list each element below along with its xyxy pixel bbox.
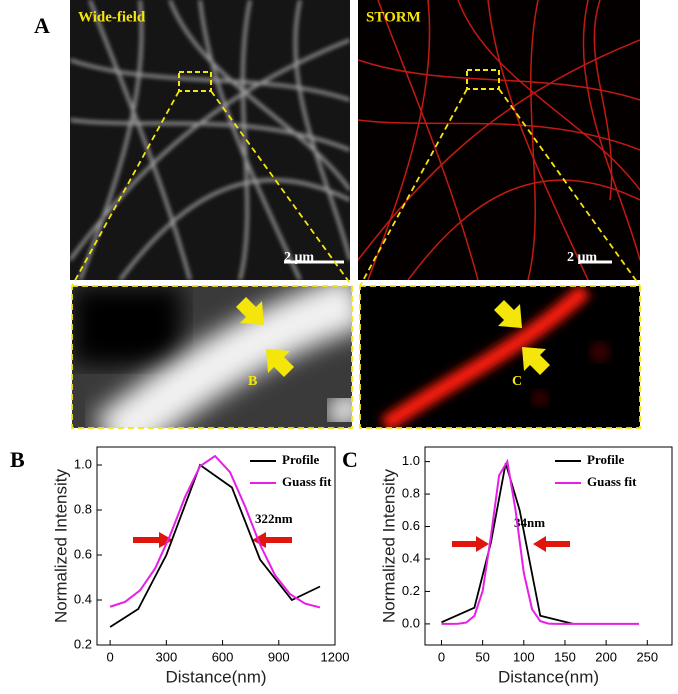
annotation: 322nm [255,511,293,526]
legend-label: Profile [282,452,320,467]
panel-label: A [34,13,50,38]
scale-bar-label: 2 μm [567,250,597,265]
y-tick-label: 0.2 [402,583,420,598]
x-tick-label: 100 [513,649,535,664]
image-title: STORM [366,9,421,25]
y-tick-label: 1.0 [74,456,92,471]
x-axis-title: Distance(nm) [498,667,599,686]
x-tick-label: 900 [268,649,290,664]
x-tick-label: 250 [636,649,658,664]
y-tick-label: 0.6 [402,518,420,533]
panel-label: B [10,447,25,472]
x-tick-label: 600 [212,649,234,664]
x-tick-label: 50 [475,649,489,664]
y-tick-label: 0.8 [402,486,420,501]
y-tick-label: 0.0 [402,615,420,630]
x-tick-label: 300 [155,649,177,664]
x-tick-label: 0 [107,649,114,664]
widefield-zoom [72,286,360,440]
zoom-label: C [512,374,522,389]
zoom-label: B [248,374,257,389]
y-tick-label: 0.4 [402,550,420,565]
panel-label: C [342,447,358,472]
y-tick-label: 0.8 [74,501,92,516]
legend-label: Profile [587,452,625,467]
y-axis-title: Normalized Intensity [51,469,70,624]
x-tick-label: 0 [438,649,445,664]
red-arrows [133,532,570,552]
x-axis-title: Distance(nm) [165,667,266,686]
figure: A Wide-field STORM 2 μm 2 μm B C 0 300 600… [0,0,678,689]
legend-label: Guass fit [282,474,332,489]
y-tick-label: 0.2 [74,636,92,651]
legend-label: Guass fit [587,474,637,489]
x-tick-label: 150 [554,649,576,664]
image-title: Wide-field [78,9,146,25]
y-tick-label: 0.4 [74,591,92,606]
storm-image [358,0,640,280]
y-tick-label: 1.0 [402,453,420,468]
x-tick-label: 200 [595,649,617,664]
y-tick-label: 0.6 [74,546,92,561]
scale-bar-label: 2 μm [284,250,314,265]
y-axis-title: Normalized Intensity [379,469,398,624]
data-line [110,465,320,627]
widefield-image [70,0,350,280]
x-tick-label: 1200 [321,649,350,664]
